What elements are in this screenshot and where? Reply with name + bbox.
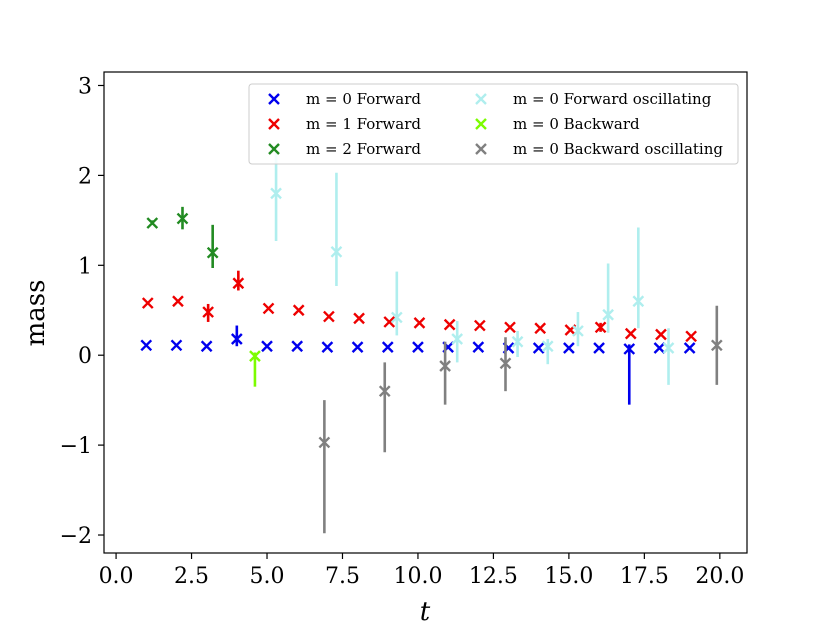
legend-label: m = 0 Backward oscillating — [513, 140, 723, 158]
legend-marker — [475, 118, 487, 130]
data-point — [200, 340, 213, 353]
data-point — [141, 297, 154, 309]
legend-label: m = 1 Forward — [306, 115, 421, 133]
x-tick-label: 7.5 — [325, 564, 360, 589]
data-point — [534, 322, 547, 335]
data-point — [323, 310, 335, 323]
plot-frame — [103, 71, 748, 554]
data-point — [413, 316, 426, 329]
legend-label: m = 0 Forward — [306, 90, 421, 108]
series-0 — [140, 325, 696, 405]
series-4 — [249, 350, 261, 387]
data-point — [499, 357, 512, 370]
data-point — [653, 342, 666, 354]
data-point — [270, 187, 282, 200]
data-point — [351, 341, 364, 353]
x-tick-label: 10.0 — [393, 564, 442, 589]
data-point — [532, 342, 545, 354]
data-point — [710, 339, 723, 352]
data-point — [472, 341, 485, 353]
y-axis: −2 −1 0 1 2 3 — [60, 74, 104, 549]
data-point — [624, 327, 637, 340]
legend-marker — [268, 93, 280, 105]
data-point — [206, 246, 219, 259]
data-point — [146, 217, 159, 229]
data-point — [383, 316, 396, 328]
legend-label: m = 2 Forward — [306, 140, 421, 158]
x-tick-label: 12.5 — [469, 564, 518, 589]
data-point — [563, 342, 575, 354]
legend-label: m = 0 Forward oscillating — [513, 90, 712, 108]
data-point — [140, 339, 153, 352]
legend-marker — [268, 143, 280, 155]
data-point — [318, 436, 331, 449]
y-tick-label: −1 — [60, 434, 92, 459]
data-point — [541, 340, 554, 353]
x-tick-label: 17.5 — [620, 564, 669, 589]
x-axis-label: t — [420, 597, 431, 623]
series-1 — [141, 270, 698, 343]
legend-marker — [268, 118, 280, 130]
data-point — [473, 319, 486, 332]
data-point — [378, 385, 391, 398]
data-point — [262, 302, 275, 315]
x-axis: 0.0 2.5 5.0 7.5 10.0 12.5 15.0 17.5 20.0 — [99, 553, 744, 589]
data-point — [593, 342, 605, 354]
data-point — [572, 325, 584, 337]
data-point — [685, 330, 698, 343]
data-point — [504, 321, 516, 334]
y-tick-label: −2 — [60, 524, 92, 549]
series-2 — [146, 206, 219, 268]
data-point — [683, 342, 696, 354]
data-series — [140, 152, 723, 534]
series-5 — [318, 305, 723, 534]
x-tick-label: 20.0 — [695, 564, 744, 589]
data-point — [451, 333, 464, 345]
legend-box — [248, 83, 739, 165]
data-point — [632, 295, 645, 308]
data-point — [321, 341, 334, 353]
y-tick-label: 0 — [78, 344, 92, 369]
data-point — [439, 360, 451, 372]
data-point — [202, 306, 214, 318]
legend-marker — [475, 143, 487, 155]
y-axis-label: mass — [21, 280, 51, 347]
data-point — [249, 350, 261, 362]
data-point — [170, 339, 183, 352]
data-point — [390, 311, 403, 324]
data-point — [594, 321, 607, 334]
y-tick-label: 2 — [78, 164, 92, 189]
x-tick-label: 0.0 — [99, 564, 134, 589]
data-point — [511, 335, 524, 348]
data-point — [261, 340, 273, 353]
x-tick-label: 5.0 — [250, 564, 285, 589]
legend: m = 0 Forward m = 1 Forward m = 2 Forward m… — [248, 83, 739, 165]
legend-marker — [475, 93, 487, 105]
data-point — [602, 308, 614, 321]
data-point — [655, 328, 667, 341]
data-point — [443, 318, 456, 331]
data-point — [172, 295, 184, 308]
data-point — [176, 212, 189, 225]
y-tick-label: 3 — [78, 74, 92, 99]
data-point — [291, 340, 304, 353]
x-tick-label: 15.0 — [544, 564, 593, 589]
y-tick-label: 1 — [78, 254, 92, 279]
data-point — [230, 333, 243, 345]
data-point — [353, 312, 365, 325]
data-point — [232, 277, 245, 290]
x-tick-label: 2.5 — [174, 564, 209, 589]
data-point — [623, 343, 636, 355]
legend-label: m = 0 Backward — [513, 115, 640, 133]
data-point — [381, 341, 394, 353]
series-3 — [270, 152, 675, 385]
data-point — [662, 342, 675, 354]
data-point — [330, 245, 343, 258]
data-point — [292, 304, 305, 317]
data-point — [412, 341, 424, 353]
